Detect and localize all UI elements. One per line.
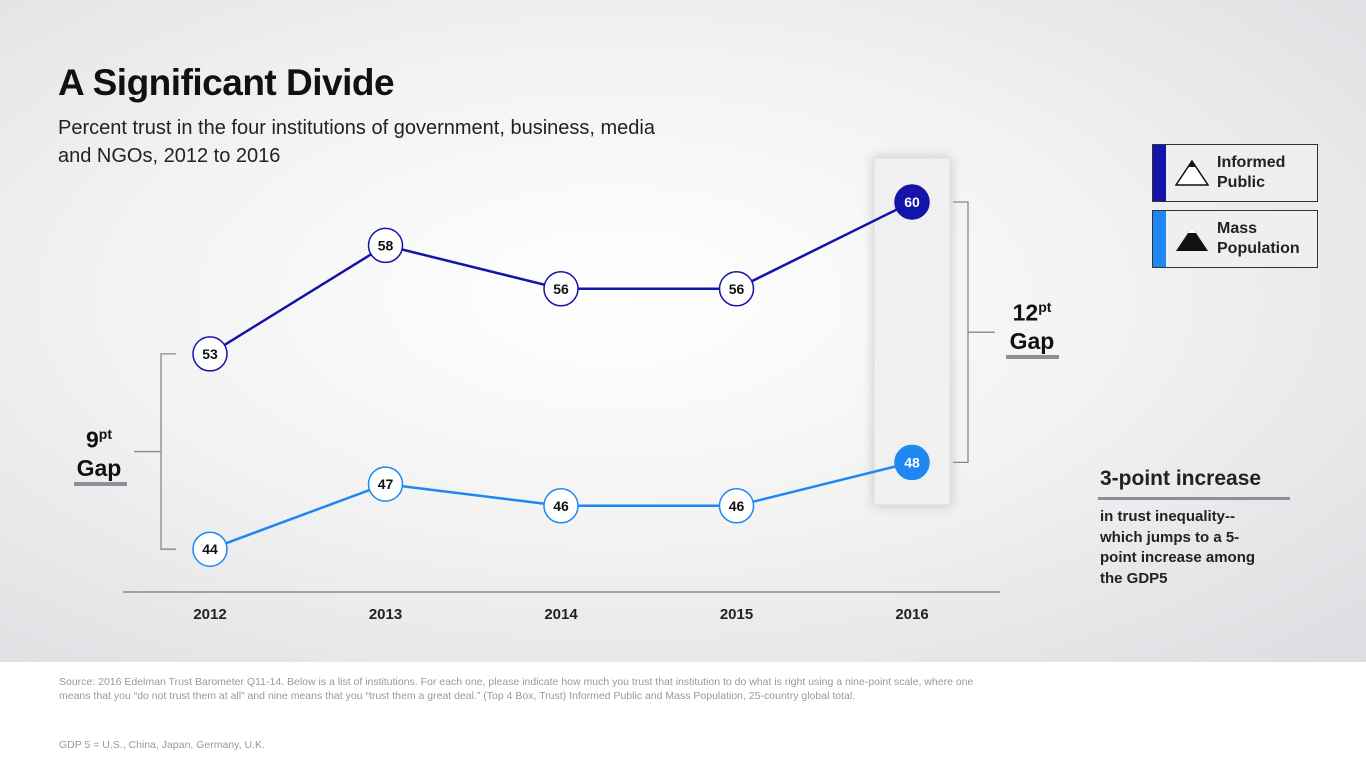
note-divider <box>1098 497 1290 500</box>
chart-subtitle: Percent trust in the four institutions o… <box>58 117 655 167</box>
data-label: 44 <box>202 541 218 557</box>
gap-label: Gap <box>76 454 122 481</box>
legend-item-mass-population: Mass Population <box>1152 210 1318 268</box>
data-label: 56 <box>729 281 745 297</box>
data-point <box>192 336 228 372</box>
x-tick-label: 2012 <box>193 606 226 623</box>
line-chart: 2012 2013 2014 2015 2016 53 58 56 56 60 44 47 46 46 48 <box>74 157 1059 623</box>
data-label: 53 <box>202 346 218 362</box>
chart-area <box>0 0 1366 662</box>
legend-label: Mass Population <box>1217 220 1300 257</box>
x-tick-label: 2014 <box>544 606 578 623</box>
legend-label: Informed Public <box>1217 154 1286 191</box>
data-point <box>543 488 579 524</box>
data-label: 48 <box>904 454 920 470</box>
gap-bracket-2016 <box>953 201 995 464</box>
x-tick-label: 2015 <box>720 606 753 623</box>
data-point <box>894 444 930 481</box>
gdp5-note: GDP 5 = U.S., China, Japan, Germany, U.K… <box>59 739 265 751</box>
gap-value: 12 <box>1012 299 1039 326</box>
data-point <box>894 184 930 220</box>
gap-underline <box>1006 355 1059 359</box>
data-label: 46 <box>553 498 569 514</box>
gap-2016-annotation: 12pt Gap <box>1000 293 1064 355</box>
gap-bracket-2012 <box>134 353 176 550</box>
gap-unit: pt <box>98 426 112 442</box>
gap-2012-annotation: 9pt Gap <box>66 420 132 482</box>
mountain-outline-icon <box>1175 159 1209 186</box>
x-tick-label: 2013 <box>369 606 402 623</box>
gap-value: 9 <box>85 426 99 453</box>
data-point <box>367 466 404 502</box>
data-point <box>192 531 228 567</box>
mountain-filled-icon <box>1176 227 1208 251</box>
data-point <box>718 488 755 524</box>
legend-swatch <box>1153 211 1166 267</box>
data-point <box>718 271 755 307</box>
gap-underline <box>74 482 127 486</box>
chart-title: A Significant Divide <box>58 62 395 103</box>
legend-item-informed-public: Informed Public <box>1152 144 1318 202</box>
source-note: Source: 2016 Edelman Trust Barometer Q11… <box>59 676 974 702</box>
data-label: 56 <box>553 281 569 297</box>
gap-label: Gap <box>1009 327 1055 354</box>
data-point <box>367 227 404 264</box>
note-heading: 3-point increase <box>1100 467 1262 490</box>
data-label: 58 <box>378 237 394 253</box>
x-tick-label: 2016 <box>895 606 928 623</box>
legend-swatch <box>1153 145 1166 201</box>
data-point <box>543 271 579 307</box>
data-label: 46 <box>729 498 745 514</box>
data-label: 47 <box>378 476 394 492</box>
gap-unit: pt <box>1038 299 1052 315</box>
note-body: in trust inequality--which jumps to a 5-… <box>1100 508 1256 587</box>
data-label: 60 <box>904 194 920 210</box>
